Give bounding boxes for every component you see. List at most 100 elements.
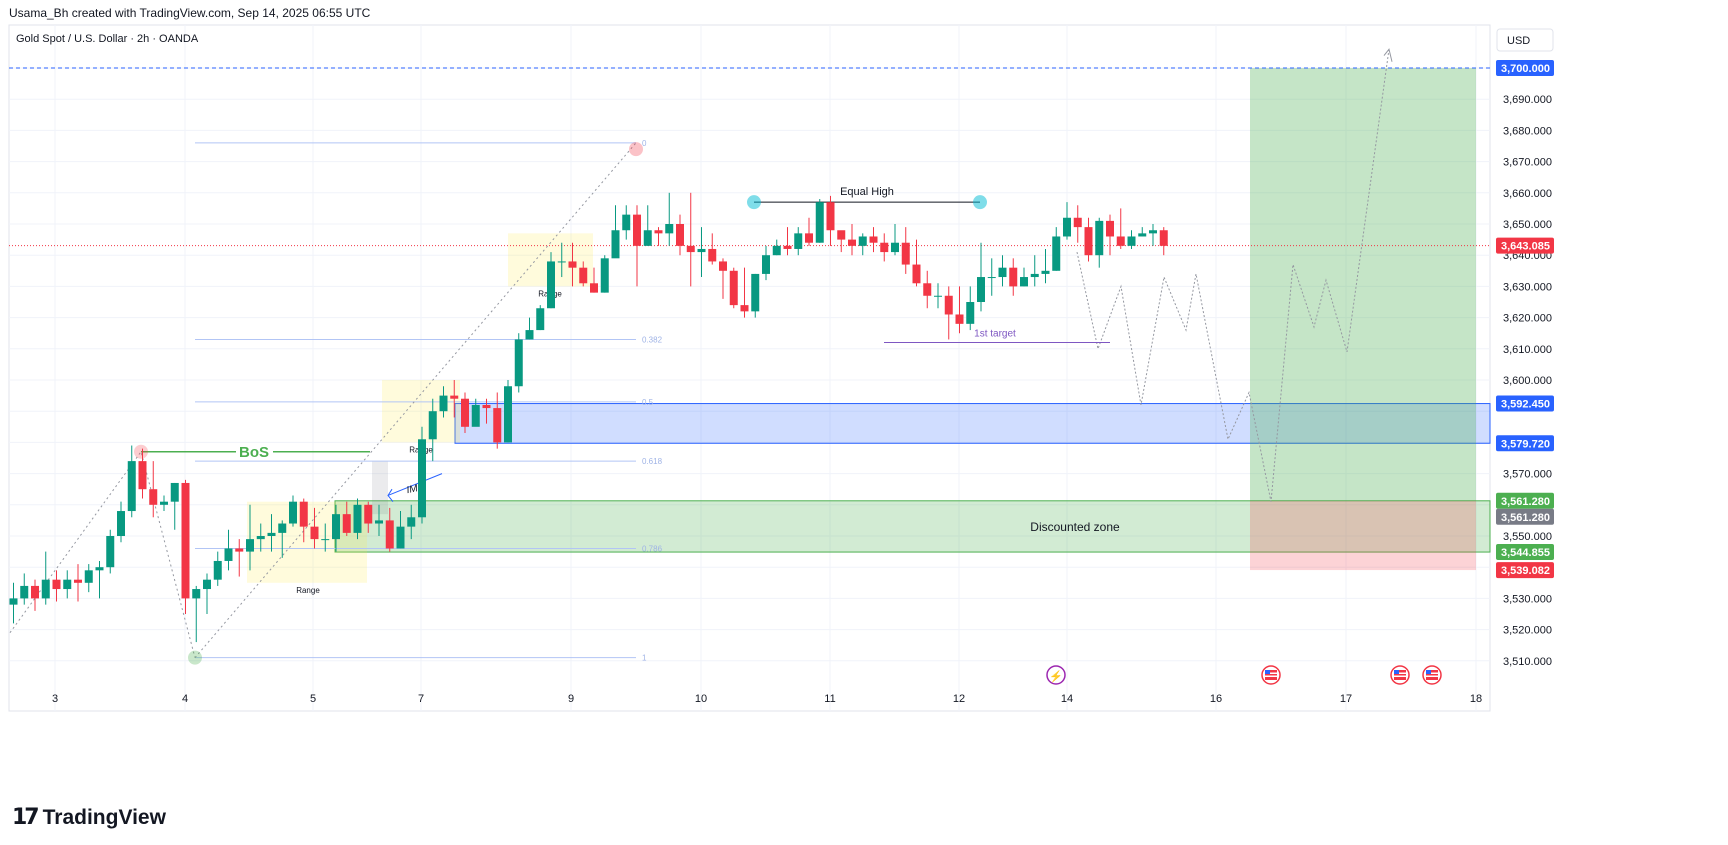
candle-body [590, 283, 598, 293]
swing-low-marker [188, 650, 202, 665]
candle-body [686, 245, 695, 253]
chart-attribution: Usama_Bh created with TradingView.com, S… [9, 6, 371, 20]
candle-body [1020, 277, 1028, 287]
price-label: 3,561.280 [1496, 492, 1554, 509]
time-tick-label: 7 [418, 693, 424, 705]
candle-body [278, 523, 287, 533]
candle-body [1030, 273, 1039, 278]
candle [837, 230, 846, 253]
candle [977, 242, 985, 312]
candle-body [762, 255, 770, 274]
candle-body [1149, 230, 1157, 234]
price-label: 3,592.450 [1496, 395, 1554, 412]
candle-body [74, 579, 82, 583]
price-tick-label: 3,690.000 [1503, 94, 1552, 106]
price-tick-label: 3,510.000 [1503, 656, 1552, 668]
candle [213, 551, 222, 586]
candle-body [375, 520, 383, 524]
candle-body [837, 230, 846, 240]
us-flag-stripe [1426, 675, 1438, 677]
candle [375, 504, 383, 536]
price-label: 3,700.000 [1496, 60, 1554, 76]
discounted-zone-label: Discounted zone [1030, 520, 1120, 534]
candle [1127, 230, 1136, 249]
candle-body [117, 511, 125, 536]
candle-body [977, 277, 985, 302]
candle-body [665, 224, 674, 234]
candle-body [9, 598, 18, 605]
us-flag-stripe [1426, 672, 1438, 674]
candle [1116, 208, 1125, 249]
candle-body [1009, 267, 1018, 287]
price-tick-label: 3,630.000 [1503, 281, 1552, 293]
candle-body [493, 408, 502, 443]
candle [504, 380, 512, 443]
candle [751, 273, 760, 318]
candle [1009, 258, 1018, 296]
candle-body [891, 242, 899, 253]
candle-body [815, 202, 824, 243]
candle [891, 224, 899, 256]
candle-body [364, 504, 373, 524]
price-label-text: 3,561.280 [1501, 496, 1550, 508]
candle [697, 227, 706, 278]
candle-body [407, 517, 416, 527]
price-tick-label: 3,650.000 [1503, 219, 1552, 231]
price-label-text: 3,539.082 [1501, 565, 1550, 577]
candle-body [1073, 217, 1082, 228]
candle [1149, 224, 1157, 246]
price-label-background [1496, 544, 1554, 561]
candle [955, 286, 964, 334]
candle-body [1095, 220, 1104, 256]
candle [622, 205, 631, 240]
candle-body [998, 267, 1007, 278]
price-label-background [1496, 508, 1554, 525]
candle [1084, 217, 1093, 262]
candle [600, 255, 609, 293]
candle-body [224, 548, 233, 561]
time-axis: 3 4 5 7 9 10 11 12 14 16 17 18 [52, 693, 1482, 705]
first-target-label: 1st target [974, 329, 1016, 340]
candle-body [514, 339, 523, 387]
candle-body [901, 242, 910, 265]
candle-body [783, 245, 792, 249]
fib-level-label: 0.382 [642, 335, 663, 344]
candle-body [20, 585, 29, 599]
candle [407, 504, 416, 540]
candle-body [138, 461, 147, 490]
price-label-text: 3,544.855 [1501, 547, 1550, 559]
candle [783, 227, 792, 256]
projected-price-path [1076, 49, 1390, 502]
candle-body [52, 579, 61, 590]
candle [41, 551, 50, 605]
candle-body [31, 585, 39, 599]
currency-label: USD [1507, 35, 1530, 47]
price-label-text: 3,561.280 [1501, 512, 1550, 524]
candle-body [332, 514, 340, 540]
price-label: 3,539.082 [1496, 562, 1554, 579]
equal-high-label: Equal High [840, 186, 894, 198]
swing-path [9, 450, 196, 658]
candles [9, 192, 1168, 643]
us-flag-stripes [1265, 670, 1277, 680]
price-label: 3,544.855 [1496, 544, 1554, 561]
swing-high-marker [629, 142, 643, 157]
bos-label: BoS [239, 444, 269, 461]
candle [20, 573, 29, 605]
time-tick-label: 17 [1340, 693, 1352, 705]
candle [471, 398, 480, 427]
price-label-background [1496, 395, 1554, 412]
candle [729, 267, 738, 309]
candle [192, 585, 201, 643]
candle-body [858, 236, 867, 246]
time-tick-label: 11 [824, 693, 835, 705]
candle-body [1084, 227, 1093, 256]
candle [998, 255, 1007, 287]
time-tick-label: 14 [1061, 693, 1073, 705]
lightning-event-icon [1046, 665, 1066, 685]
candle [138, 448, 147, 499]
discounted-zone [334, 500, 1491, 553]
candle [181, 479, 190, 614]
price-label-text: 3,579.720 [1501, 438, 1550, 450]
